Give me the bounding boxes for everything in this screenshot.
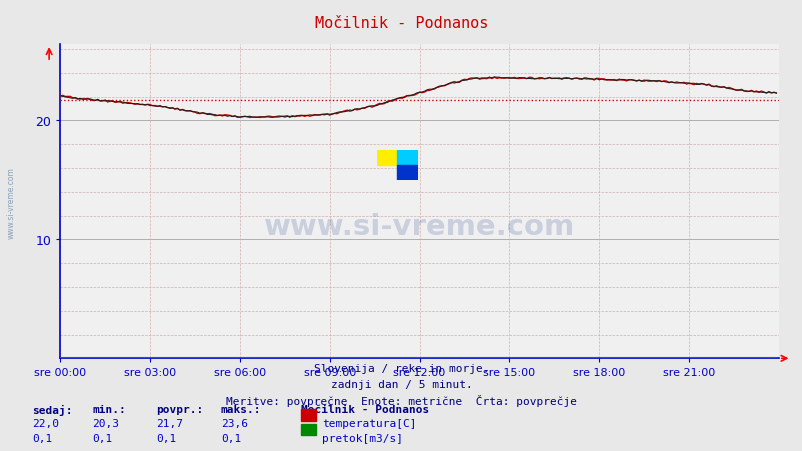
Text: 0,1: 0,1 [221,433,241,443]
Text: zadnji dan / 5 minut.: zadnji dan / 5 minut. [330,379,472,389]
Text: Meritve: povprečne  Enote: metrične  Črta: povprečje: Meritve: povprečne Enote: metrične Črta:… [225,395,577,407]
Text: 0,1: 0,1 [156,433,176,443]
Text: sedaj:: sedaj: [32,404,72,414]
Text: 23,6: 23,6 [221,419,248,428]
Text: Močilnik - Podnanos: Močilnik - Podnanos [314,16,488,31]
Bar [397,151,417,166]
Text: Močilnik - Podnanos: Močilnik - Podnanos [301,404,429,414]
Text: temperatura[C]: temperatura[C] [322,419,416,428]
Text: Slovenija / reke in morje.: Slovenija / reke in morje. [314,363,488,373]
Bar [397,166,417,180]
Text: 21,7: 21,7 [156,419,184,428]
Text: maks.:: maks.: [221,404,261,414]
Bar [377,151,397,166]
Text: povpr.:: povpr.: [156,404,204,414]
Text: 0,1: 0,1 [32,433,52,443]
Text: 22,0: 22,0 [32,419,59,428]
Text: min.:: min.: [92,404,126,414]
Text: pretok[m3/s]: pretok[m3/s] [322,433,403,443]
Text: 20,3: 20,3 [92,419,119,428]
Text: www.si-vreme.com: www.si-vreme.com [264,213,574,241]
Text: 0,1: 0,1 [92,433,112,443]
Text: www.si-vreme.com: www.si-vreme.com [6,167,15,239]
